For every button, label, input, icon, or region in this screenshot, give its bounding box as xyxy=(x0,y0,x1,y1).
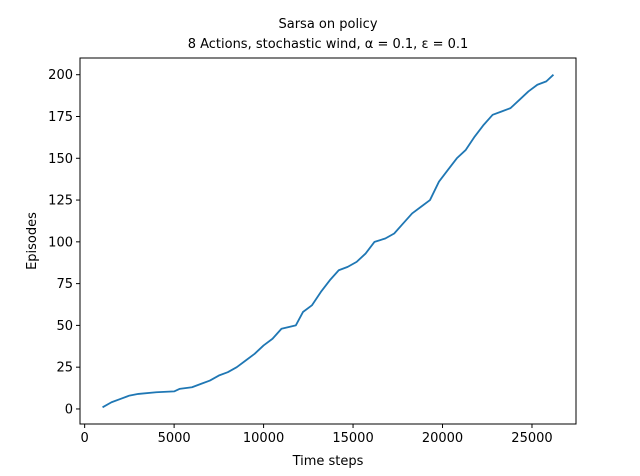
x-tick-label: 5000 xyxy=(158,431,191,446)
x-tick-label: 0 xyxy=(81,431,89,446)
x-tick-label: 25000 xyxy=(511,431,552,446)
x-tick-label: 10000 xyxy=(243,431,284,446)
y-tick-label: 200 xyxy=(48,68,73,83)
x-axis-label: Time steps xyxy=(292,454,364,469)
data-line xyxy=(102,74,555,409)
y-tick-label: 175 xyxy=(48,110,73,125)
x-tick-label: 20000 xyxy=(422,431,463,446)
chart-title: Sarsa on policy xyxy=(278,17,377,32)
y-axis-label: Episodes xyxy=(25,212,40,270)
y-tick-label: 75 xyxy=(56,277,73,292)
y-tick-label: 125 xyxy=(48,194,73,209)
y-tick-label: 25 xyxy=(56,361,73,376)
chart-subtitle: 8 Actions, stochastic wind, α = 0.1, ε =… xyxy=(188,37,469,52)
x-tick-label: 15000 xyxy=(332,431,373,446)
y-tick-label: 50 xyxy=(56,319,73,334)
y-tick-label: 100 xyxy=(48,235,73,250)
plot-frame xyxy=(79,57,577,425)
y-tick-label: 0 xyxy=(65,402,73,417)
y-tick-label: 150 xyxy=(48,152,73,167)
